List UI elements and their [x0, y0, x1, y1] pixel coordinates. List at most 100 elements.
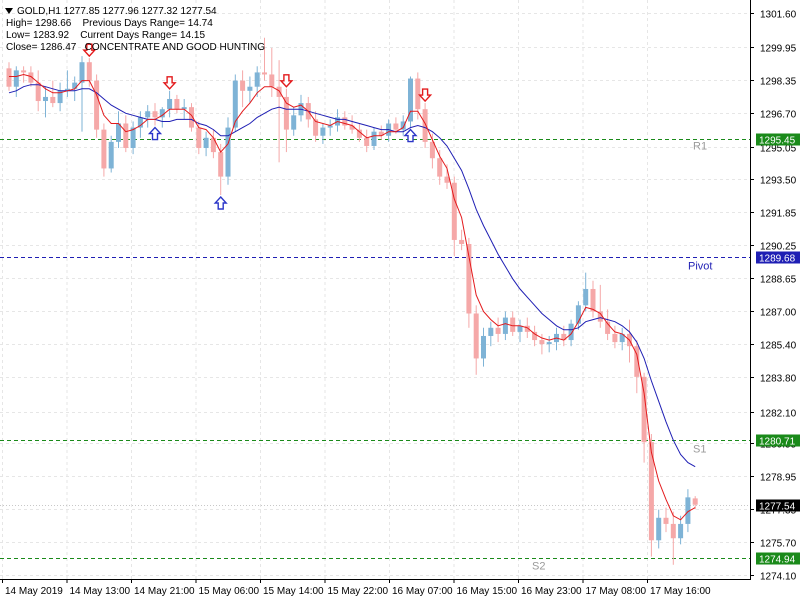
candle [137, 111, 143, 138]
candle-body [291, 115, 297, 130]
candle-body [50, 96, 56, 104]
candle-body [641, 376, 647, 443]
moving-averages [8, 73, 696, 521]
price-tick-label: 1283.80 [760, 374, 797, 385]
level-price-tag-label: 1295.45 [759, 136, 796, 147]
candle [670, 511, 676, 565]
candle-body [517, 325, 523, 332]
candle-body [605, 321, 611, 334]
time-tick-label: 17 May 08:00 [586, 586, 647, 597]
ma-fast-line [9, 73, 696, 521]
candle [597, 284, 603, 328]
candle [364, 129, 370, 153]
candle-body [21, 70, 27, 73]
candle [13, 66, 19, 97]
candle-body [429, 141, 435, 159]
time-tick-label: 15 May 22:00 [328, 586, 389, 597]
level-price-tag [756, 133, 800, 146]
candle-body [79, 62, 85, 83]
candle [583, 272, 589, 312]
candle-body [225, 127, 231, 177]
candle-body [502, 317, 508, 334]
candle [422, 103, 428, 149]
candle [130, 121, 136, 155]
candle-body [364, 137, 370, 146]
level-price-tag-label: 1274.94 [759, 555, 796, 566]
candle [291, 107, 297, 136]
arrow-down-icon [82, 43, 97, 58]
candle-body [108, 141, 114, 169]
arrow-down-icon [279, 74, 294, 88]
time-tick-label: 16 May 07:00 [392, 586, 453, 597]
candle [356, 123, 362, 142]
candle-body [152, 111, 158, 118]
candle-body [174, 98, 180, 110]
price-tick-label: 1295.05 [760, 144, 797, 155]
level-label-s1: S1 [693, 444, 706, 456]
price-tick-label: 1275.70 [760, 539, 797, 550]
level-price-tag-label: 1280.71 [759, 437, 796, 448]
candle-body [254, 72, 260, 87]
candle-body [378, 131, 384, 136]
level-price-tag [756, 434, 800, 447]
candle-body [656, 517, 662, 541]
price-tick-label: 1278.95 [760, 473, 797, 484]
candle-body [634, 346, 640, 377]
candle-body [269, 74, 275, 87]
candle-body [101, 129, 107, 169]
candle [619, 327, 625, 351]
candle-body [262, 72, 267, 75]
price-tick-label: 1290.25 [760, 242, 797, 253]
candle-body [546, 342, 552, 345]
price-tick-label: 1274.10 [760, 572, 797, 583]
candle [57, 82, 63, 112]
chevron-down-icon[interactable] [5, 8, 13, 14]
candle-body [575, 305, 581, 324]
candle [575, 301, 581, 330]
candle-body [568, 323, 574, 341]
candle [408, 76, 413, 128]
level-price-tag [756, 552, 800, 565]
candle-body [57, 90, 63, 104]
candle [327, 119, 333, 136]
candle-body [532, 331, 538, 341]
candle-body [86, 62, 92, 81]
candle-body [437, 158, 443, 177]
candle-body [481, 335, 486, 359]
candle [546, 335, 552, 353]
candle [152, 103, 158, 126]
candle-body [13, 70, 19, 87]
candle-body [648, 442, 654, 541]
price-tick-label: 1291.85 [760, 209, 797, 220]
candle-body [123, 123, 129, 149]
candle [86, 58, 92, 87]
candle-body [43, 96, 48, 102]
candle [400, 115, 406, 136]
candle-body [444, 176, 450, 183]
candle-body [459, 239, 465, 245]
candle [378, 125, 384, 140]
candle-body [495, 327, 501, 334]
candle [123, 115, 129, 153]
level-label-r1: R1 [693, 141, 707, 153]
ma-slow-line [8, 84, 696, 468]
candle-body [597, 311, 603, 322]
candle-body [181, 107, 187, 110]
candle [35, 70, 41, 112]
level-label-pivot: Pivot [688, 261, 712, 273]
candle [451, 176, 457, 257]
candle-body [116, 123, 121, 142]
candle [269, 47, 275, 97]
candle-body [408, 78, 413, 122]
candle-body [663, 517, 669, 524]
symbol-line: GOLD,H1 1277.85 1277.96 1277.32 1277.54 [17, 6, 217, 17]
candle-body [415, 78, 421, 110]
candle [539, 333, 545, 355]
candle-body [64, 88, 70, 91]
time-tick-label: 14 May 13:00 [70, 586, 131, 597]
candle-body [583, 288, 589, 306]
price-tags: 1295.45 1289.68 1280.71 1274.94 1277.54 [756, 133, 800, 566]
candle [240, 70, 246, 108]
